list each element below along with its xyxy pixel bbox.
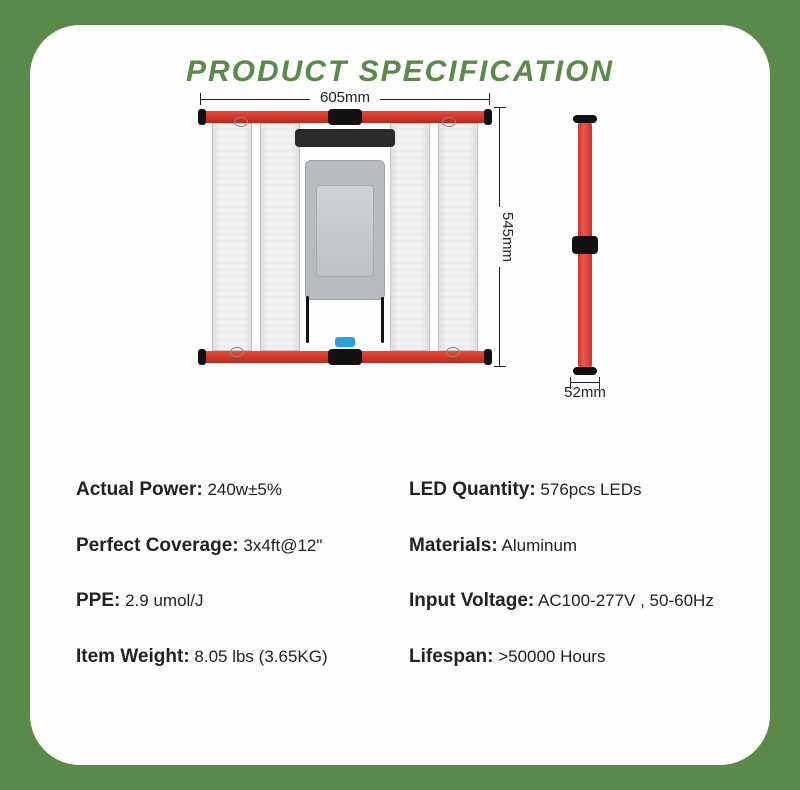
driver-plate [316,185,374,277]
spec-label: Perfect Coverage: [76,535,239,556]
spec-input-voltage: Input Voltage: AC100-277V , 50-60Hz [409,588,724,614]
dim-line [499,107,500,207]
front-view-wrap: 605mm 545mm [200,107,490,367]
dimension-depth: 52mm [564,384,606,401]
spec-label: Materials: [409,535,498,556]
spec-led-quantity: LED Quantity: 576pcs LEDs [409,477,724,503]
hanging-ring-icon [446,347,460,357]
hanging-ring-icon [230,347,244,357]
spec-label: Lifespan: [409,646,493,667]
spec-value: >50000 Hours [498,647,605,666]
dim-line [499,267,500,367]
dim-tick [494,366,506,367]
crossbar-clamp [328,109,362,125]
spec-label: LED Quantity: [409,479,536,500]
dimension-height: 545mm [499,107,516,367]
dimension-width: 605mm [200,89,490,106]
spec-value: 2.9 umol/J [125,591,203,610]
product-side-view [570,115,600,375]
page-title: PRODUCT SPECIFICATION [70,55,730,89]
hanging-ring-icon [234,117,248,127]
end-cap [573,115,597,123]
spec-actual-power: Actual Power: 240w±5% [76,477,391,503]
spec-label: Input Voltage: [409,590,534,611]
product-front-view [200,107,490,367]
dim-line [200,99,310,100]
spec-grid: Actual Power: 240w±5% LED Quantity: 576p… [70,477,730,670]
dim-tick [200,93,201,105]
spec-card: PRODUCT SPECIFICATION 605mm 545mm [30,25,770,765]
spec-label: PPE: [76,590,120,611]
diagram-row: 605mm 545mm [70,107,730,447]
hanging-ring-icon [442,117,456,127]
spec-coverage: Perfect Coverage: 3x4ft@12" [76,533,391,559]
spec-value: 576pcs LEDs [540,480,641,499]
spec-materials: Materials: Aluminum [409,533,724,559]
spec-value: 8.05 lbs (3.65KG) [194,647,327,666]
spec-weight: Item Weight: 8.05 lbs (3.65KG) [76,644,391,670]
cable [306,296,309,299]
spec-ppe: PPE: 2.9 umol/J [76,588,391,614]
spec-value: 240w±5% [207,480,282,499]
side-view-wrap: 52mm [570,115,600,375]
connector-icon [335,337,355,347]
crossbar-clamp [328,349,362,365]
spec-value: Aluminum [502,536,578,555]
dim-tick [494,107,506,108]
led-bar [212,123,252,351]
led-bar [390,123,430,351]
dim-line [380,99,490,100]
spec-lifespan: Lifespan: >50000 Hours [409,644,724,670]
led-bar [438,123,478,351]
driver-unit [305,160,385,300]
end-cap [573,367,597,375]
cable [306,297,309,343]
cable [381,297,384,343]
spec-value: AC100-277V , 50-60Hz [538,591,714,610]
mount-arm [295,129,395,147]
led-bar [260,123,300,351]
mid-clamp [572,236,598,254]
spec-value: 3x4ft@12" [243,536,322,555]
dim-tick [489,93,490,105]
spec-label: Item Weight: [76,646,190,667]
spec-label: Actual Power: [76,479,203,500]
dim-line [570,382,600,383]
